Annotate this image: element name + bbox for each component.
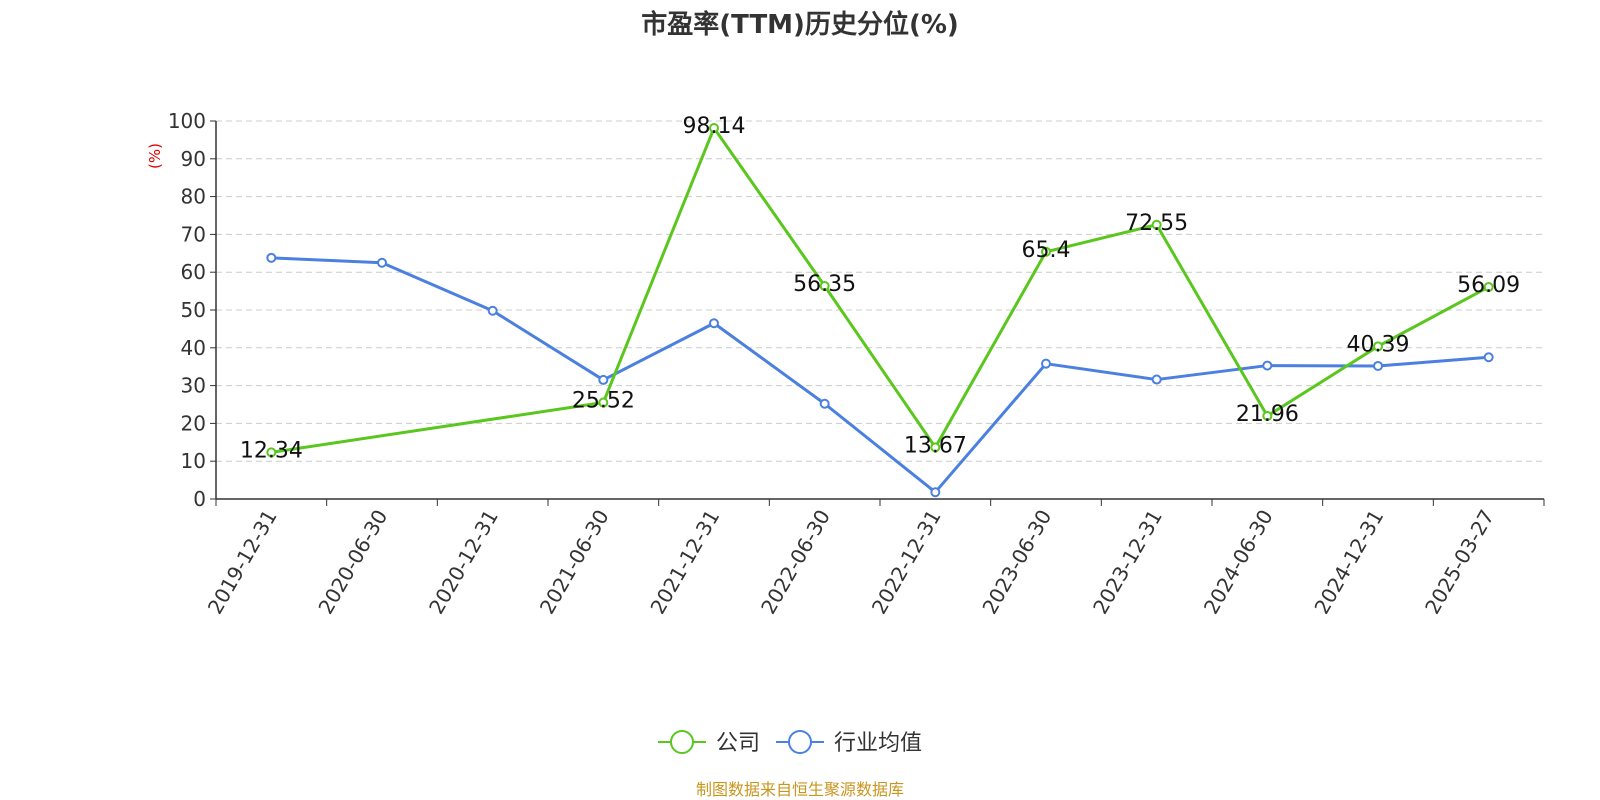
data-point-company (930, 442, 941, 453)
y-tick-label: 10 (181, 449, 206, 473)
data-point-company (1041, 246, 1051, 257)
axis-layer: 0 10 20 30 40 50 60 70 80 90 100 2019-12-31 2020-06-… (168, 109, 1545, 619)
y-tick-label: 60 (181, 260, 206, 284)
x-tick-label: 2022-06-30 (756, 506, 835, 619)
data-point-industry (1041, 358, 1051, 369)
x-tick-label: 2025-03-27 (1420, 506, 1499, 619)
x-tick-label: 2022-12-31 (867, 506, 946, 619)
data-label: 40.39 (1347, 332, 1410, 357)
legend: 公司 行业均值 (658, 730, 922, 756)
legend-item-industry: 行业均值 (776, 730, 922, 756)
data-point-company (1151, 219, 1162, 230)
data-point-company (1262, 410, 1273, 421)
data-label: 56.09 (1457, 273, 1520, 298)
data-point-industry (1373, 360, 1383, 371)
chart-title: 市盈率(TTM)历史分位(%) (641, 10, 959, 40)
y-tick-label: 50 (181, 298, 206, 322)
y-axis-label: (%) (146, 143, 164, 169)
data-label: 25.52 (572, 389, 635, 414)
series-line-industry (271, 256, 1489, 494)
x-tick-label: 2020-06-30 (313, 506, 392, 619)
legend-label: 行业均值 (834, 731, 922, 756)
data-point-industry (1151, 374, 1162, 385)
y-tick-label: 20 (181, 411, 206, 435)
x-tick-label: 2020-12-31 (424, 506, 503, 619)
x-tick-label: 2023-06-30 (977, 506, 1056, 619)
x-tick-label: 2021-12-31 (645, 506, 724, 619)
y-tick-label: 100 (168, 109, 206, 133)
x-tick-label: 2024-06-30 (1199, 506, 1278, 619)
data-point-industry (487, 305, 498, 316)
data-label: 13.67 (904, 433, 967, 458)
y-tick-label: 40 (181, 336, 206, 360)
x-tick-label: 2021-06-30 (535, 506, 614, 619)
data-label: 72.55 (1125, 211, 1188, 236)
series-layer (266, 123, 1494, 498)
series-line-company (271, 126, 1490, 454)
y-tick-label: 90 (181, 147, 206, 171)
data-point-industry (709, 318, 719, 329)
y-tick-label: 80 (181, 185, 206, 209)
data-point-industry (819, 398, 830, 409)
data-point-company (1483, 281, 1494, 292)
y-tick-label: 70 (181, 222, 206, 246)
legend-label: 公司 (716, 731, 760, 756)
data-label-layer: 12.34 25.52 98.14 56.35 13.67 65.4 72.55 21.96 4… (240, 114, 1520, 463)
data-point-industry (930, 487, 941, 498)
data-label: 21.96 (1236, 402, 1299, 427)
data-point-company (1373, 341, 1383, 352)
x-tick-label: 2024-12-31 (1309, 506, 1388, 619)
y-tick-label: 0 (193, 487, 206, 511)
legend-marker (788, 730, 812, 754)
data-point-industry (377, 257, 387, 268)
data-point-company (266, 447, 277, 458)
data-label: 56.35 (793, 272, 856, 297)
legend-item-company: 公司 (658, 730, 760, 756)
data-point-company (819, 280, 830, 291)
grid-layer (216, 120, 1544, 462)
source-note: 制图数据来自恒生聚源数据库 (695, 780, 904, 799)
data-point-industry (1483, 352, 1494, 363)
x-tick-label: 2023-12-31 (1088, 506, 1167, 619)
x-tick-label: 2019-12-31 (203, 506, 282, 619)
legend-marker (670, 730, 694, 754)
data-label: 12.34 (240, 438, 303, 463)
y-tick-label: 30 (181, 374, 206, 398)
data-point-company (598, 397, 609, 408)
data-point-industry (1262, 360, 1273, 371)
data-label: 98.14 (683, 114, 746, 139)
data-label: 65.4 (1022, 238, 1071, 263)
data-point-company (709, 123, 719, 134)
data-point-industry (598, 374, 609, 385)
data-point-industry (266, 252, 277, 263)
